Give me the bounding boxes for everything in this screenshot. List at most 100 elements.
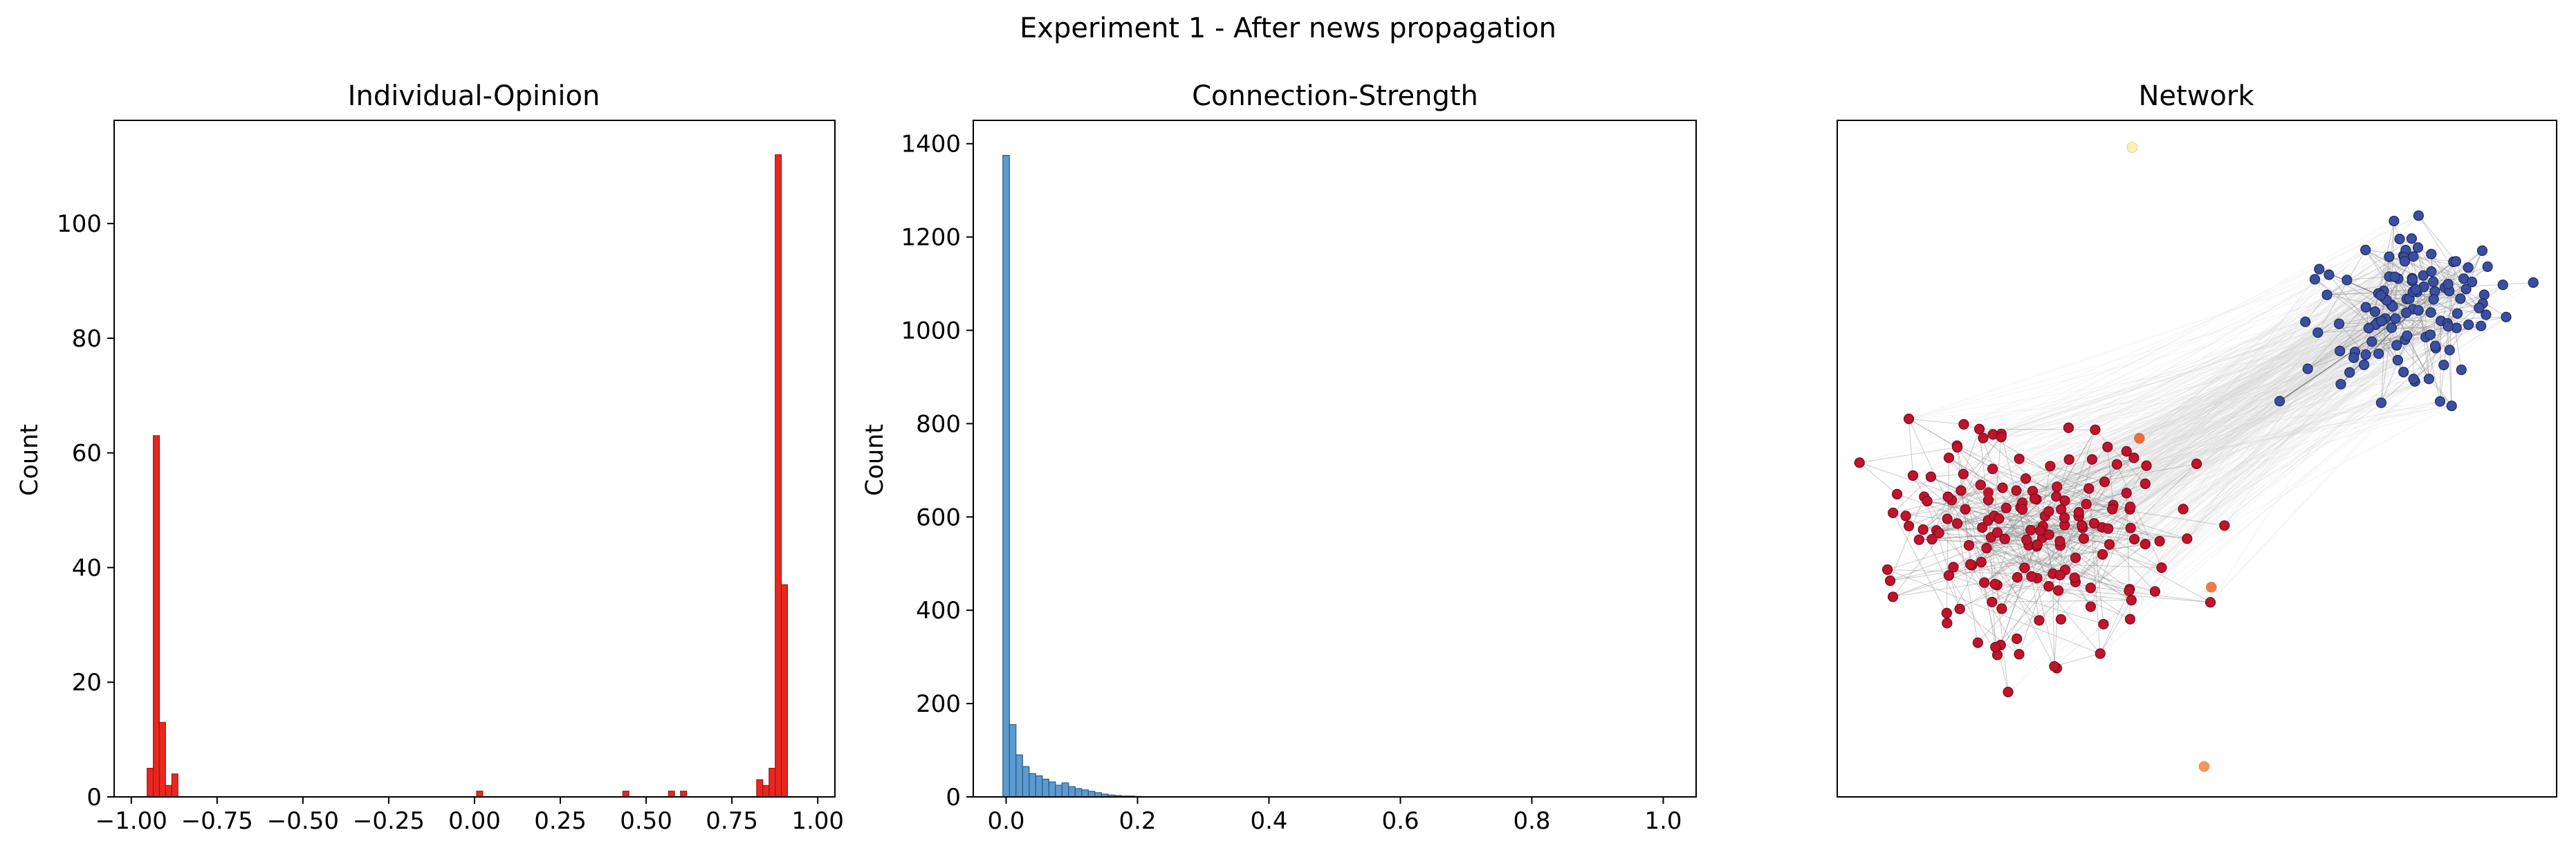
network-edge [2057,465,2147,488]
network-edge [2016,401,2440,491]
network-edge [2024,332,2319,569]
network-edge [2037,298,2410,545]
network-edge [1960,345,2436,491]
network-edge [2101,275,2424,528]
network-edge [2133,365,2444,459]
network-node [2450,256,2461,267]
network-node [1926,533,1938,545]
network-edge [1986,547,2155,592]
histogram-bar [1061,782,1069,798]
network-node [2017,504,2028,515]
network-edge [1897,275,2424,495]
network-edge [2133,291,2413,459]
network-edge [2130,256,2390,620]
network-edge [1982,311,2375,439]
network-edge [2182,294,2485,510]
network-node [2034,615,2045,626]
network-node [2000,502,2012,513]
network-edge [2025,284,2449,479]
network-node [2373,348,2384,359]
network-edge [2081,371,2404,526]
network-edge [2074,307,2480,578]
network-node [2121,445,2132,457]
network-edge [2078,276,2390,513]
network-edge [2381,324,2469,403]
network-edge [2075,463,2197,582]
x-tick-label: 0.6 [1381,807,1419,835]
network-edge [2154,221,2395,592]
network-edge [1890,496,1925,581]
x-tick-label: −0.50 [267,807,339,835]
network-edge [1947,557,2076,614]
network-edge [2134,327,2457,540]
network-node [2467,277,2478,288]
network-node [2455,293,2466,304]
network-edge [2007,371,2404,692]
network-edge [2054,653,2101,667]
network-edge [1981,323,2448,563]
network-edge [2108,299,2434,529]
network-node [2077,520,2088,531]
network-edge [2002,276,2390,488]
network-edge [1970,284,2503,565]
network-node [2034,525,2045,536]
network-node [2314,264,2325,275]
network-edge [2326,238,2412,295]
network-node [1907,470,1919,481]
network-node [2376,315,2387,327]
network-edge [2060,250,2407,546]
network-edge [1957,523,1987,549]
network-node [2052,481,2063,493]
network-node [1904,520,1915,532]
network-edge [2088,221,2395,489]
network-edge [1992,215,2419,435]
network-edge [1951,499,2131,620]
network-edge [1979,428,2095,430]
network-edge [1947,327,2392,497]
network-node [2141,460,2152,471]
network-node [2390,313,2401,324]
network-edge [2107,326,2449,448]
network-edge [2224,405,2452,526]
network-edge [1951,357,2354,501]
network-edge [2090,278,2464,589]
network-edge [2048,324,2376,587]
network-edge [2414,250,2483,382]
plot-area [1854,142,2539,772]
network-node [2444,344,2455,356]
network-node [1941,607,1952,619]
network-edge [1996,298,2461,586]
network-node [2020,473,2032,484]
network-node [2124,585,2135,596]
network-edge [2031,459,2070,577]
network-edge [2001,457,2135,609]
network-node [1990,641,2001,653]
network-edge [1951,312,2431,501]
network-edge [2144,313,2458,544]
network-edge [1949,457,2000,520]
network-node [2059,495,2070,506]
network-node [2429,340,2441,351]
network-node [1942,491,1953,502]
network-edge [2026,274,2330,540]
network-node [2126,142,2138,153]
y-tick-label: 20 [72,669,102,697]
network-edge [1959,608,2020,655]
network-node [2126,594,2137,606]
network-edge [2074,465,2147,582]
y-tick-label: 400 [916,597,961,625]
network-edge [2040,325,2481,531]
network-node [2011,485,2022,496]
network-edge [1908,327,2457,419]
network-node [2428,294,2439,305]
histogram-bar [476,791,484,798]
network-edge [2058,360,2398,591]
network-edge [1997,530,2041,655]
network-edge [1971,323,2339,566]
network-node [2012,571,2023,583]
network-edge [2210,324,2469,603]
network-node [2095,648,2106,659]
network-edge [2040,325,2481,531]
network-edge [2040,378,2429,531]
network-edge [1957,447,2059,591]
